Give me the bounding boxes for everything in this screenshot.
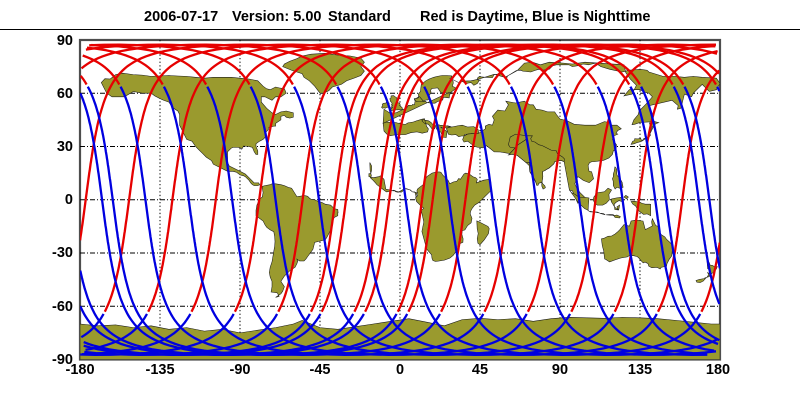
- svg-text:180: 180: [706, 362, 730, 378]
- svg-text:135: 135: [628, 362, 652, 378]
- svg-text:-30: -30: [52, 245, 73, 261]
- svg-text:0: 0: [396, 362, 404, 378]
- svg-text:-135: -135: [145, 362, 174, 378]
- svg-text:Standard: Standard: [328, 9, 391, 25]
- svg-text:90: 90: [552, 362, 568, 378]
- svg-text:-60: -60: [52, 299, 73, 315]
- svg-text:2006-07-17: 2006-07-17: [144, 9, 218, 25]
- svg-text:0: 0: [65, 192, 73, 208]
- svg-text:Red is Daytime, Blue is Nightt: Red is Daytime, Blue is Nighttime: [420, 9, 650, 25]
- svg-text:90: 90: [57, 33, 73, 49]
- svg-text:45: 45: [472, 362, 488, 378]
- svg-text:Version: 5.00: Version: 5.00: [232, 9, 321, 25]
- svg-text:-90: -90: [230, 362, 251, 378]
- svg-text:-180: -180: [65, 362, 94, 378]
- svg-text:30: 30: [57, 139, 73, 155]
- svg-text:-45: -45: [310, 362, 331, 378]
- svg-text:60: 60: [57, 86, 73, 102]
